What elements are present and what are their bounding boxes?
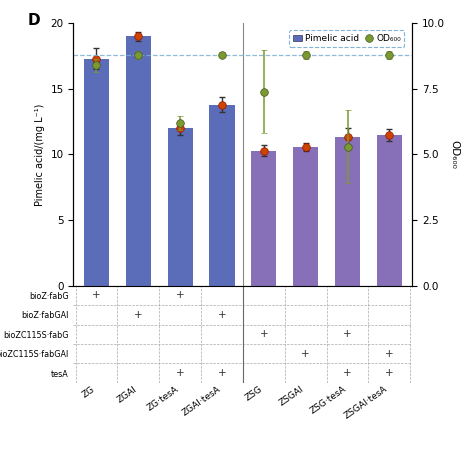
Text: +: + (218, 310, 226, 320)
Y-axis label: Pimelic acid/(mg L⁻¹): Pimelic acid/(mg L⁻¹) (35, 103, 45, 205)
Text: +: + (385, 368, 394, 378)
Text: +: + (176, 368, 184, 378)
Bar (251, 150, 276, 285)
Text: +: + (260, 329, 268, 339)
Text: +: + (385, 349, 394, 359)
Bar (377, 135, 402, 285)
Bar (84, 59, 109, 285)
Text: +: + (92, 290, 101, 300)
Text: +: + (343, 329, 352, 339)
Bar (168, 128, 193, 285)
Text: +: + (343, 368, 352, 378)
Text: +: + (218, 368, 226, 378)
Text: +: + (301, 349, 310, 359)
Y-axis label: OD₆₀₀: OD₆₀₀ (449, 140, 459, 169)
Bar (210, 105, 235, 285)
Text: +: + (176, 290, 184, 300)
Bar (293, 147, 318, 285)
Text: D: D (27, 13, 40, 28)
Bar (335, 137, 360, 285)
Legend: Pimelic acid, OD₆₀₀: Pimelic acid, OD₆₀₀ (290, 30, 404, 47)
Bar (126, 36, 151, 285)
Text: +: + (134, 310, 143, 320)
